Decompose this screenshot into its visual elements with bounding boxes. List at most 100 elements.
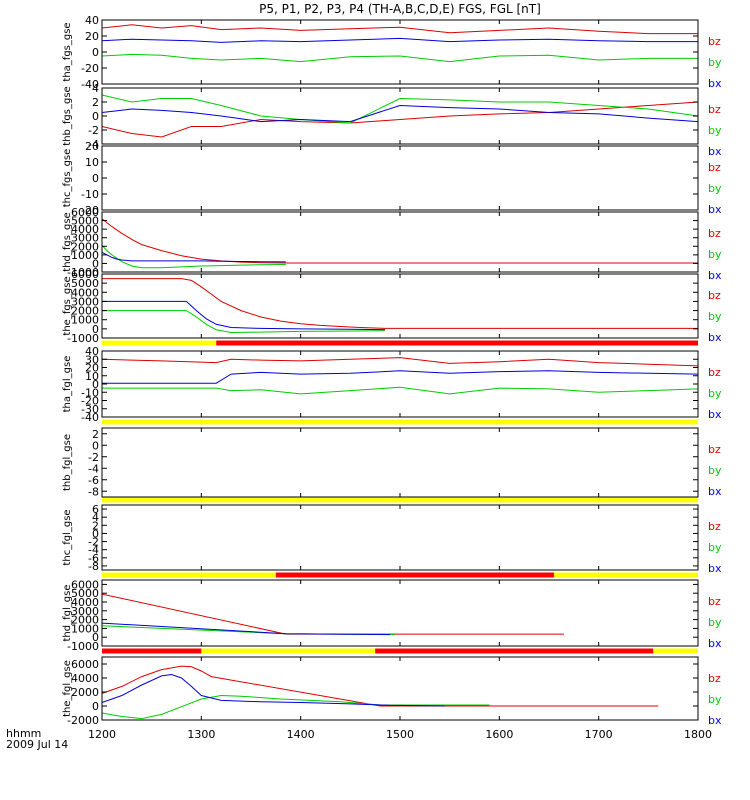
legend-bz: bz [708,595,721,608]
series-by-the_fgs_gse [102,310,386,334]
legend-bx: bx [708,203,722,216]
x-tick-label: 1300 [187,728,215,741]
series-bz-the_fgs_gse [102,278,698,329]
y-tick-label: 2 [92,519,99,532]
panel-thb_fgl_gse: 20-2-4-6-8 thb_fgl_gse bz by bx [62,427,722,503]
x-axis-label-date: 2009 Jul 14 [6,738,68,751]
series-by-thb_fgs_gse [101,94,699,124]
y-tick-label: -40 [81,411,99,424]
y-tick-label: -10 [81,386,99,399]
legend-bx: bx [708,145,722,158]
y-tick-label: 5000 [71,587,99,600]
x-tick-label: 1800 [684,728,712,741]
y-axis-label: thb_fgs_gse [62,86,73,145]
legend-by: by [708,124,722,137]
y-tick-label: 40 [85,345,99,358]
panel-the_fgs_gse: 6000500040003000200010000-1000the_fgs_gs… [62,268,722,346]
legend-by: by [708,541,722,554]
series-by-tha_fgs_gse [101,53,698,63]
series-bx-the_fgs_gse [102,300,386,331]
series-by-thd_fgs_gse [101,245,286,269]
y-tick-label: 1000 [71,622,99,635]
series-bz-thb_fgs_gse [101,101,699,138]
y-axis-label: thd_fgs_gse [62,212,73,271]
y-axis-label: thc_fgs_gse [62,149,73,208]
legend-bz: bz [708,289,721,302]
y-tick-label: 20 [85,30,99,43]
legend-bz: bz [708,161,721,174]
x-axis: 1200 1300 1400 1500 1600 1700 1800 [88,728,712,741]
y-tick-label: -2000 [67,714,99,727]
y-tick-label: 20 [85,140,99,153]
series-bz-tha_fgl_gse [101,357,699,367]
y-tick-label: -4 [88,138,99,151]
legend-bx: bx [708,714,722,727]
panel-frame [101,504,699,571]
y-tick-label: -2 [88,451,99,464]
legend-bx: bx [708,408,722,421]
status-bar-segment [201,648,376,654]
y-tick-label: 2000 [71,305,99,318]
status-bar-segment [216,340,698,346]
y-tick-label: 0 [92,439,99,452]
status-bar-segment [102,572,276,578]
legend-bz: bz [708,35,721,48]
legend-by: by [708,310,722,323]
panel-frame [101,87,699,145]
y-tick-label: -1000 [67,640,99,653]
y-tick-label: -1000 [67,332,99,345]
legend-bz: bz [708,443,721,456]
y-tick-label: 3000 [71,232,99,245]
legend-by: by [708,464,722,477]
y-tick-label: 10 [85,370,99,383]
y-tick-label: 0 [92,631,99,644]
y-tick-label: -4 [88,544,99,557]
legend-bx: bx [708,269,722,282]
y-tick-label: 0 [92,172,99,185]
y-tick-label: 4 [92,82,99,95]
y-tick-label: 3000 [71,295,99,308]
y-tick-label: 1000 [71,249,99,262]
y-tick-label: 6000 [71,578,99,591]
panel-thc_fgs_gse: 20 10 0 -10 -20 thc_fgs_gse bz by bx [62,140,722,217]
legend-bz: bz [708,103,721,116]
y-axis-label: the_fgl_gse [62,660,73,717]
status-bar-segment [375,648,654,654]
y-tick-label: 0 [92,257,99,270]
x-tick-label: 1200 [88,728,116,741]
status-bar-segment [102,497,698,503]
panel-tha_fgs_gse: 40 20 0 -20 -40 tha_fgs_gse bz by bx [62,14,722,91]
series-by-tha_fgl_gse [102,386,699,395]
series-bx-thd_fgs_gse [101,251,286,263]
chart-title: P5, P1, P2, P3, P4 (TH-A,B,C,D,E) FGS, F… [259,2,541,16]
y-tick-label: -8 [88,485,99,498]
y-axis-label: tha_fgl_gse [62,356,73,413]
y-tick-label: 0 [92,323,99,336]
status-bar-segment [653,648,698,654]
legend-bx: bx [708,562,722,575]
y-tick-label: 0 [92,527,99,540]
y-tick-label: 2000 [71,614,99,627]
y-tick-label: 5000 [71,277,99,290]
y-tick-label: 4 [92,511,99,524]
legend-bx: bx [708,77,722,90]
y-tick-label: 5000 [71,215,99,228]
panel-frame [101,350,699,418]
status-bar-segment [275,572,554,578]
y-tick-label: 4000 [71,672,99,685]
y-axis-label: tha_fgs_gse [62,22,73,81]
y-tick-label: -10 [81,188,99,201]
legend-by: by [708,387,722,400]
y-tick-label: 0 [92,700,99,713]
y-tick-label: -30 [81,403,99,416]
series-bz-the_fgl_gse [101,665,659,707]
series-bx-tha_fgs_gse [101,37,698,43]
legend-bx: bx [708,637,722,650]
x-axis-label-hhmm: hhmm [6,727,41,740]
y-tick-label: 30 [85,353,99,366]
